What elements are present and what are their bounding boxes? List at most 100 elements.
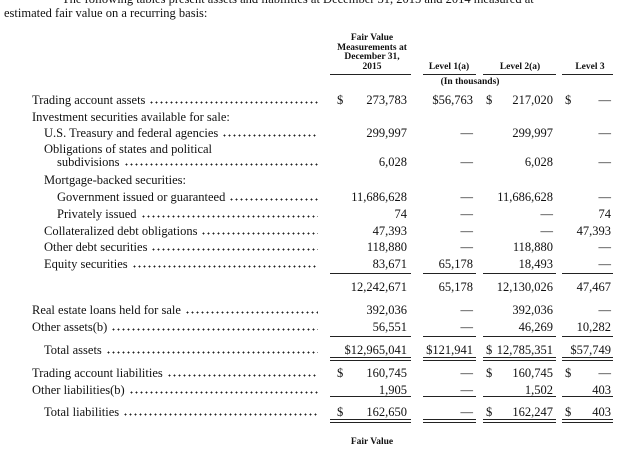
column-header: December 31, — [344, 52, 400, 62]
cell-value: 74 — [598, 207, 612, 221]
total-rule — [423, 273, 476, 274]
currency-sign: $ — [565, 405, 572, 419]
cell-value: 403 — [592, 405, 611, 419]
total-rule — [562, 396, 613, 397]
row-label-text: Government issued or guaranteed — [57, 190, 226, 204]
cell-value: 118,880 — [366, 240, 407, 254]
row-label: Total liabilities — [44, 405, 322, 419]
row-label: U.S. Treasury and federal agencies — [44, 126, 322, 140]
cell-value: $12,965,041 — [344, 343, 408, 357]
cell-value: — — [460, 240, 474, 254]
cell-value: — — [460, 224, 474, 238]
row-label: Trading account liabilities — [32, 366, 322, 380]
leader-dots — [131, 265, 318, 268]
column-header: Level 3 — [575, 61, 605, 72]
currency-sign: $ — [565, 366, 572, 380]
total-rule — [562, 360, 613, 361]
row-label: Investment securities available for sale… — [32, 110, 230, 124]
cell-value: — — [540, 224, 554, 238]
cell-value: 160,745 — [512, 366, 553, 380]
row-label-text: Privately issued — [57, 207, 137, 221]
cell-value: — — [598, 93, 612, 107]
row-label-text: Total assets — [44, 343, 102, 357]
currency-sign: $ — [337, 405, 344, 419]
row-label: Real estate loans held for sale — [32, 303, 322, 317]
cell-value: — — [460, 126, 474, 140]
total-rule — [562, 273, 613, 274]
cell-value: 47,393 — [372, 224, 407, 238]
header-rule — [423, 74, 476, 75]
cell-value: 162,247 — [512, 405, 553, 419]
total-rule — [423, 396, 476, 397]
cell-value: — — [460, 383, 474, 397]
cell-value: 160,745 — [366, 366, 407, 380]
leader-dots — [149, 101, 318, 104]
cell-value: 12,242,671 — [350, 280, 407, 294]
cell-value: $121,941 — [426, 343, 473, 357]
cell-value: 11,686,628 — [351, 190, 407, 204]
row-label-text: Equity securities — [44, 257, 128, 271]
total-rule — [330, 273, 411, 274]
row-label-text: Trading account assets — [32, 93, 146, 107]
row-label: Equity securities — [44, 257, 322, 271]
cell-value: 74 — [394, 207, 408, 221]
total-rule — [483, 273, 556, 274]
row-label: Other assets(b) — [32, 320, 322, 334]
leader-dots — [111, 328, 318, 331]
row-label-text: U.S. Treasury and federal agencies — [44, 126, 219, 140]
currency-sign: $ — [337, 93, 344, 107]
cell-value: — — [598, 155, 612, 169]
row-label: Government issued or guaranteed — [57, 190, 322, 204]
header-rule — [483, 74, 556, 75]
total-rule — [483, 357, 556, 358]
cell-value: 65,178 — [438, 257, 473, 271]
total-rule — [562, 422, 613, 423]
row-label-text: Other assets(b) — [32, 320, 108, 334]
total-rule — [483, 422, 556, 423]
currency-sign: $ — [486, 343, 493, 357]
column-header: 2015 — [362, 61, 382, 72]
cell-value: 273,783 — [366, 93, 407, 107]
total-rule — [423, 419, 476, 420]
cell-value: 217,020 — [512, 93, 553, 107]
cell-value: 65,178 — [438, 280, 473, 294]
header-rule — [562, 74, 613, 75]
cell-value: — — [598, 303, 612, 317]
cell-value: — — [540, 207, 554, 221]
cell-value: — — [460, 303, 474, 317]
cell-value: — — [460, 155, 474, 169]
total-rule — [330, 336, 411, 337]
cell-value: $57,749 — [570, 343, 611, 357]
column-header: Fair Value — [350, 437, 394, 447]
cell-value: — — [460, 366, 474, 380]
row-label: subdivisions — [57, 155, 322, 169]
cell-value: — — [460, 320, 474, 334]
row-label: Mortgage-backed securities: — [44, 173, 186, 187]
row-label: Other liabilities(b) — [32, 383, 322, 397]
total-rule — [423, 336, 476, 337]
row-label-text: Other debt securities — [44, 240, 148, 254]
leader-dots — [105, 351, 318, 354]
cell-value: 47,467 — [576, 280, 611, 294]
currency-sign: $ — [486, 366, 493, 380]
cell-value: 10,282 — [576, 320, 611, 334]
row-label-text: Trading account liabilities — [32, 366, 163, 380]
header-rule — [330, 74, 411, 75]
cell-value: 11,686,628 — [497, 190, 553, 204]
total-rule — [423, 360, 476, 361]
leader-dots — [151, 248, 318, 251]
row-label-text: subdivisions — [57, 155, 120, 169]
total-rule — [483, 396, 556, 397]
cell-value: 299,997 — [366, 126, 407, 140]
leader-dots — [229, 198, 318, 201]
total-rule — [483, 419, 556, 420]
total-rule — [562, 336, 613, 337]
leader-dots — [123, 163, 318, 166]
cell-value: 118,880 — [512, 240, 553, 254]
row-label-text: Collateralized debt obligations — [44, 224, 198, 238]
currency-sign: $ — [337, 366, 344, 380]
total-rule — [562, 419, 613, 420]
total-rule — [483, 360, 556, 361]
cell-value: 403 — [592, 383, 611, 397]
